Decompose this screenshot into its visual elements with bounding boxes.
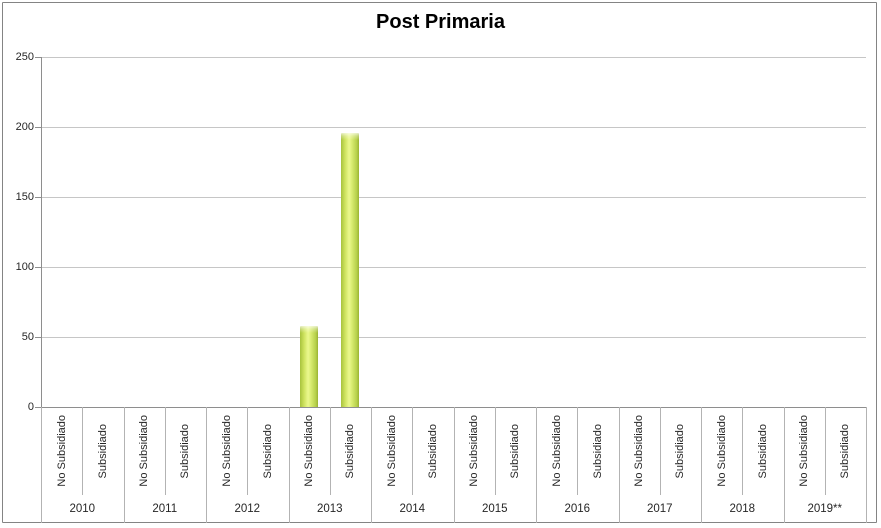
y-axis-tick [35,197,41,198]
year-separator [866,407,867,523]
y-axis-tick [35,267,41,268]
y-axis-tick [35,337,41,338]
year-label: 2013 [316,503,343,515]
y-axis-tick [35,57,41,58]
bar-2013-no-subsidiado [300,326,319,407]
category-label: No Subsidiado [138,415,151,487]
year-separator [536,407,537,523]
year-label: 2016 [564,503,591,515]
chart-title: Post Primaria [376,11,505,33]
year-label: 2012 [234,503,261,515]
y-gridline [41,197,866,198]
year-separator [454,407,455,523]
category-label: Subsidiado [839,423,852,479]
category-label: No Subsidiado [633,415,646,487]
year-separator [371,407,372,523]
y-gridline [41,57,866,58]
y-gridline [41,267,866,268]
year-separator [289,407,290,523]
y-axis-line [41,57,42,407]
category-separator [825,407,826,495]
year-label: 2011 [152,503,178,515]
category-label: No Subsidiado [550,415,563,487]
y-axis-tick-label: 50 [21,331,34,343]
category-separator [742,407,743,495]
year-label: 2010 [69,503,96,515]
category-label: Subsidiado [591,423,604,479]
year-separator [41,407,42,523]
category-label: No Subsidiado [798,415,811,487]
x-axis-line [41,407,866,408]
category-label: No Subsidiado [220,415,233,487]
category-separator [330,407,331,495]
category-separator [82,407,83,495]
category-separator [660,407,661,495]
category-label: Subsidiado [96,423,109,479]
category-label: Subsidiado [509,423,522,479]
category-label: No Subsidiado [303,415,316,487]
year-label: 2018 [729,503,756,515]
category-label: Subsidiado [344,423,357,479]
category-label: No Subsidiado [468,415,481,487]
year-label: 2015 [481,503,508,515]
y-axis-tick-label: 200 [15,121,34,133]
category-label: No Subsidiado [385,415,398,487]
y-axis-tick [35,407,41,408]
category-separator [577,407,578,495]
category-label: Subsidiado [426,423,439,479]
bar-2013-subsidiado [341,133,360,407]
y-gridline [41,127,866,128]
year-label: 2019** [807,503,843,515]
category-label: Subsidiado [261,423,274,479]
year-label: 2014 [399,503,426,515]
year-label: 2017 [646,503,673,515]
y-axis-tick-label: 150 [15,191,34,203]
year-separator [619,407,620,523]
category-label: Subsidiado [674,423,687,479]
category-separator [412,407,413,495]
category-label: No Subsidiado [715,415,728,487]
y-axis-tick [35,127,41,128]
category-label: Subsidiado [756,423,769,479]
category-separator [165,407,166,495]
year-separator [124,407,125,523]
category-separator [247,407,248,495]
year-separator [784,407,785,523]
category-label: No Subsidiado [55,415,68,487]
y-axis-tick-label: 250 [15,51,34,63]
y-axis-tick-label: 100 [15,261,34,273]
y-axis-tick-label: 0 [27,401,34,413]
y-gridline [41,337,866,338]
category-label: Subsidiado [179,423,192,479]
year-separator [701,407,702,523]
year-separator [206,407,207,523]
category-separator [495,407,496,495]
